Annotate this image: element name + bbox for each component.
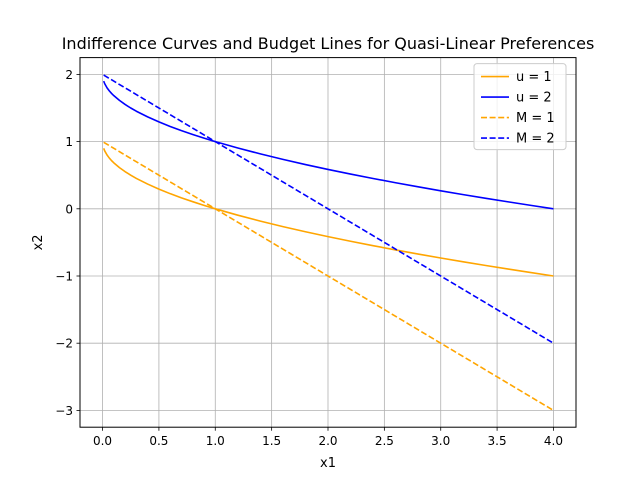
y-axis-label: x2 (31, 234, 46, 250)
series-line-m1 (103, 141, 554, 412)
y-tick-label: −2 (55, 337, 73, 351)
legend-label: M = 1 (516, 111, 555, 126)
x-tick-label: 1.5 (262, 434, 281, 448)
series-line-u2 (102, 80, 554, 210)
x-tick-label: 0.0 (93, 434, 112, 448)
x-tick-label: 2.5 (375, 434, 394, 448)
x-tick-label: 0.5 (149, 434, 168, 448)
series-lines (102, 74, 554, 412)
x-tick-label: 2.0 (318, 434, 337, 448)
x-tick-label: 3.5 (488, 434, 507, 448)
x-axis-label: x1 (320, 456, 336, 471)
legend-label: u = 1 (516, 70, 552, 85)
y-tick-label: −1 (55, 270, 73, 284)
y-tick-label: 0 (65, 202, 73, 216)
x-tick-label: 3.0 (431, 434, 450, 448)
y-tick-label: −3 (55, 404, 73, 418)
legend: u = 1 u = 2 M = 1 M = 2 (473, 63, 567, 151)
legend-label: M = 2 (516, 132, 555, 147)
series-line-u1 (102, 148, 554, 277)
x-tick-label: 4.0 (544, 434, 563, 448)
y-tick-label: 2 (65, 68, 73, 82)
tick-marks: 0.0 0.5 1.0 1.5 2.0 2.5 3.0 3.5 4.0 −3 −2 −1 0 1 2 (55, 68, 563, 448)
series-line-m2 (103, 74, 554, 344)
chart-title: Indifference Curves and Budget Lines for… (62, 34, 595, 53)
y-tick-label: 1 (65, 135, 73, 149)
x-tick-label: 1.0 (206, 434, 225, 448)
legend-box (473, 63, 567, 151)
legend-label: u = 2 (516, 91, 552, 106)
